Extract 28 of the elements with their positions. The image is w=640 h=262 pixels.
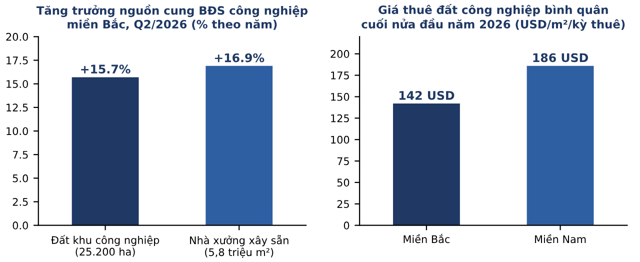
y-tick-label: 100 xyxy=(331,136,350,144)
y-tick-label: 175 xyxy=(331,72,349,80)
data-label: 142 USD xyxy=(399,90,454,100)
y-tick-label: 15.0 xyxy=(6,80,28,88)
y-tick-label: 50 xyxy=(337,178,350,187)
y-tick-label: 200 xyxy=(330,50,350,58)
y-tick-label: 17.5 xyxy=(6,56,28,64)
x-tick-label: Đất khu công nghiệp (25.200 ha) xyxy=(50,235,160,257)
y-tick-label: 2.5 xyxy=(12,198,28,206)
x-tick-label: Nhà xưởng xây sẵn (5,8 triệu m²) xyxy=(190,235,288,258)
data-label: +15.7% xyxy=(81,64,130,74)
y-tick-label: 150 xyxy=(331,92,350,101)
data-label: +16.9% xyxy=(214,53,264,62)
y-tick-label: 0 xyxy=(344,222,350,230)
chart-title: Tăng trưởng nguồn cung BĐS công nghiệp miền Bắc, Q2/2026 (% theo năm) xyxy=(36,4,308,30)
x-tick-label: Miền Nam xyxy=(535,234,586,244)
y-tick-label: 125 xyxy=(331,114,349,122)
y-tick-label: 12.5 xyxy=(6,104,28,112)
chart-title: Giá thuê đất công nghiệp bình quân cuối nửa đầu năm 2026 (USD/m²/kỳ thuê) xyxy=(362,4,625,31)
x-tick-label: Miền Bắc xyxy=(404,234,450,244)
y-tick-label: 7.5 xyxy=(12,150,28,159)
y-tick-label: 10.0 xyxy=(6,127,28,136)
data-label: 186 USD xyxy=(533,53,588,62)
y-tick-label: 25 xyxy=(337,200,349,208)
y-tick-label: 5.0 xyxy=(12,174,28,182)
y-tick-label: 75 xyxy=(337,157,349,166)
y-tick-label: 0.0 xyxy=(12,222,28,230)
y-tick-label: 20.0 xyxy=(6,32,28,41)
